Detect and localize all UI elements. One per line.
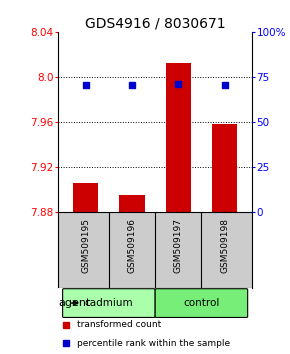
Text: control: control [183,298,220,308]
FancyBboxPatch shape [155,289,248,318]
Text: cadmium: cadmium [85,298,133,308]
Bar [166,63,191,212]
Bar [119,195,145,212]
Bar [212,124,237,212]
Text: agent: agent [59,298,91,308]
Text: GSM509195: GSM509195 [81,218,90,273]
Text: percentile rank within the sample: percentile rank within the sample [77,339,231,348]
Bar [73,183,99,212]
FancyBboxPatch shape [63,289,155,318]
Text: GSM509198: GSM509198 [220,218,229,273]
Text: transformed count: transformed count [77,320,162,330]
Text: GSM509196: GSM509196 [128,218,137,273]
Text: GSM509197: GSM509197 [174,218,183,273]
Title: GDS4916 / 8030671: GDS4916 / 8030671 [85,17,225,31]
